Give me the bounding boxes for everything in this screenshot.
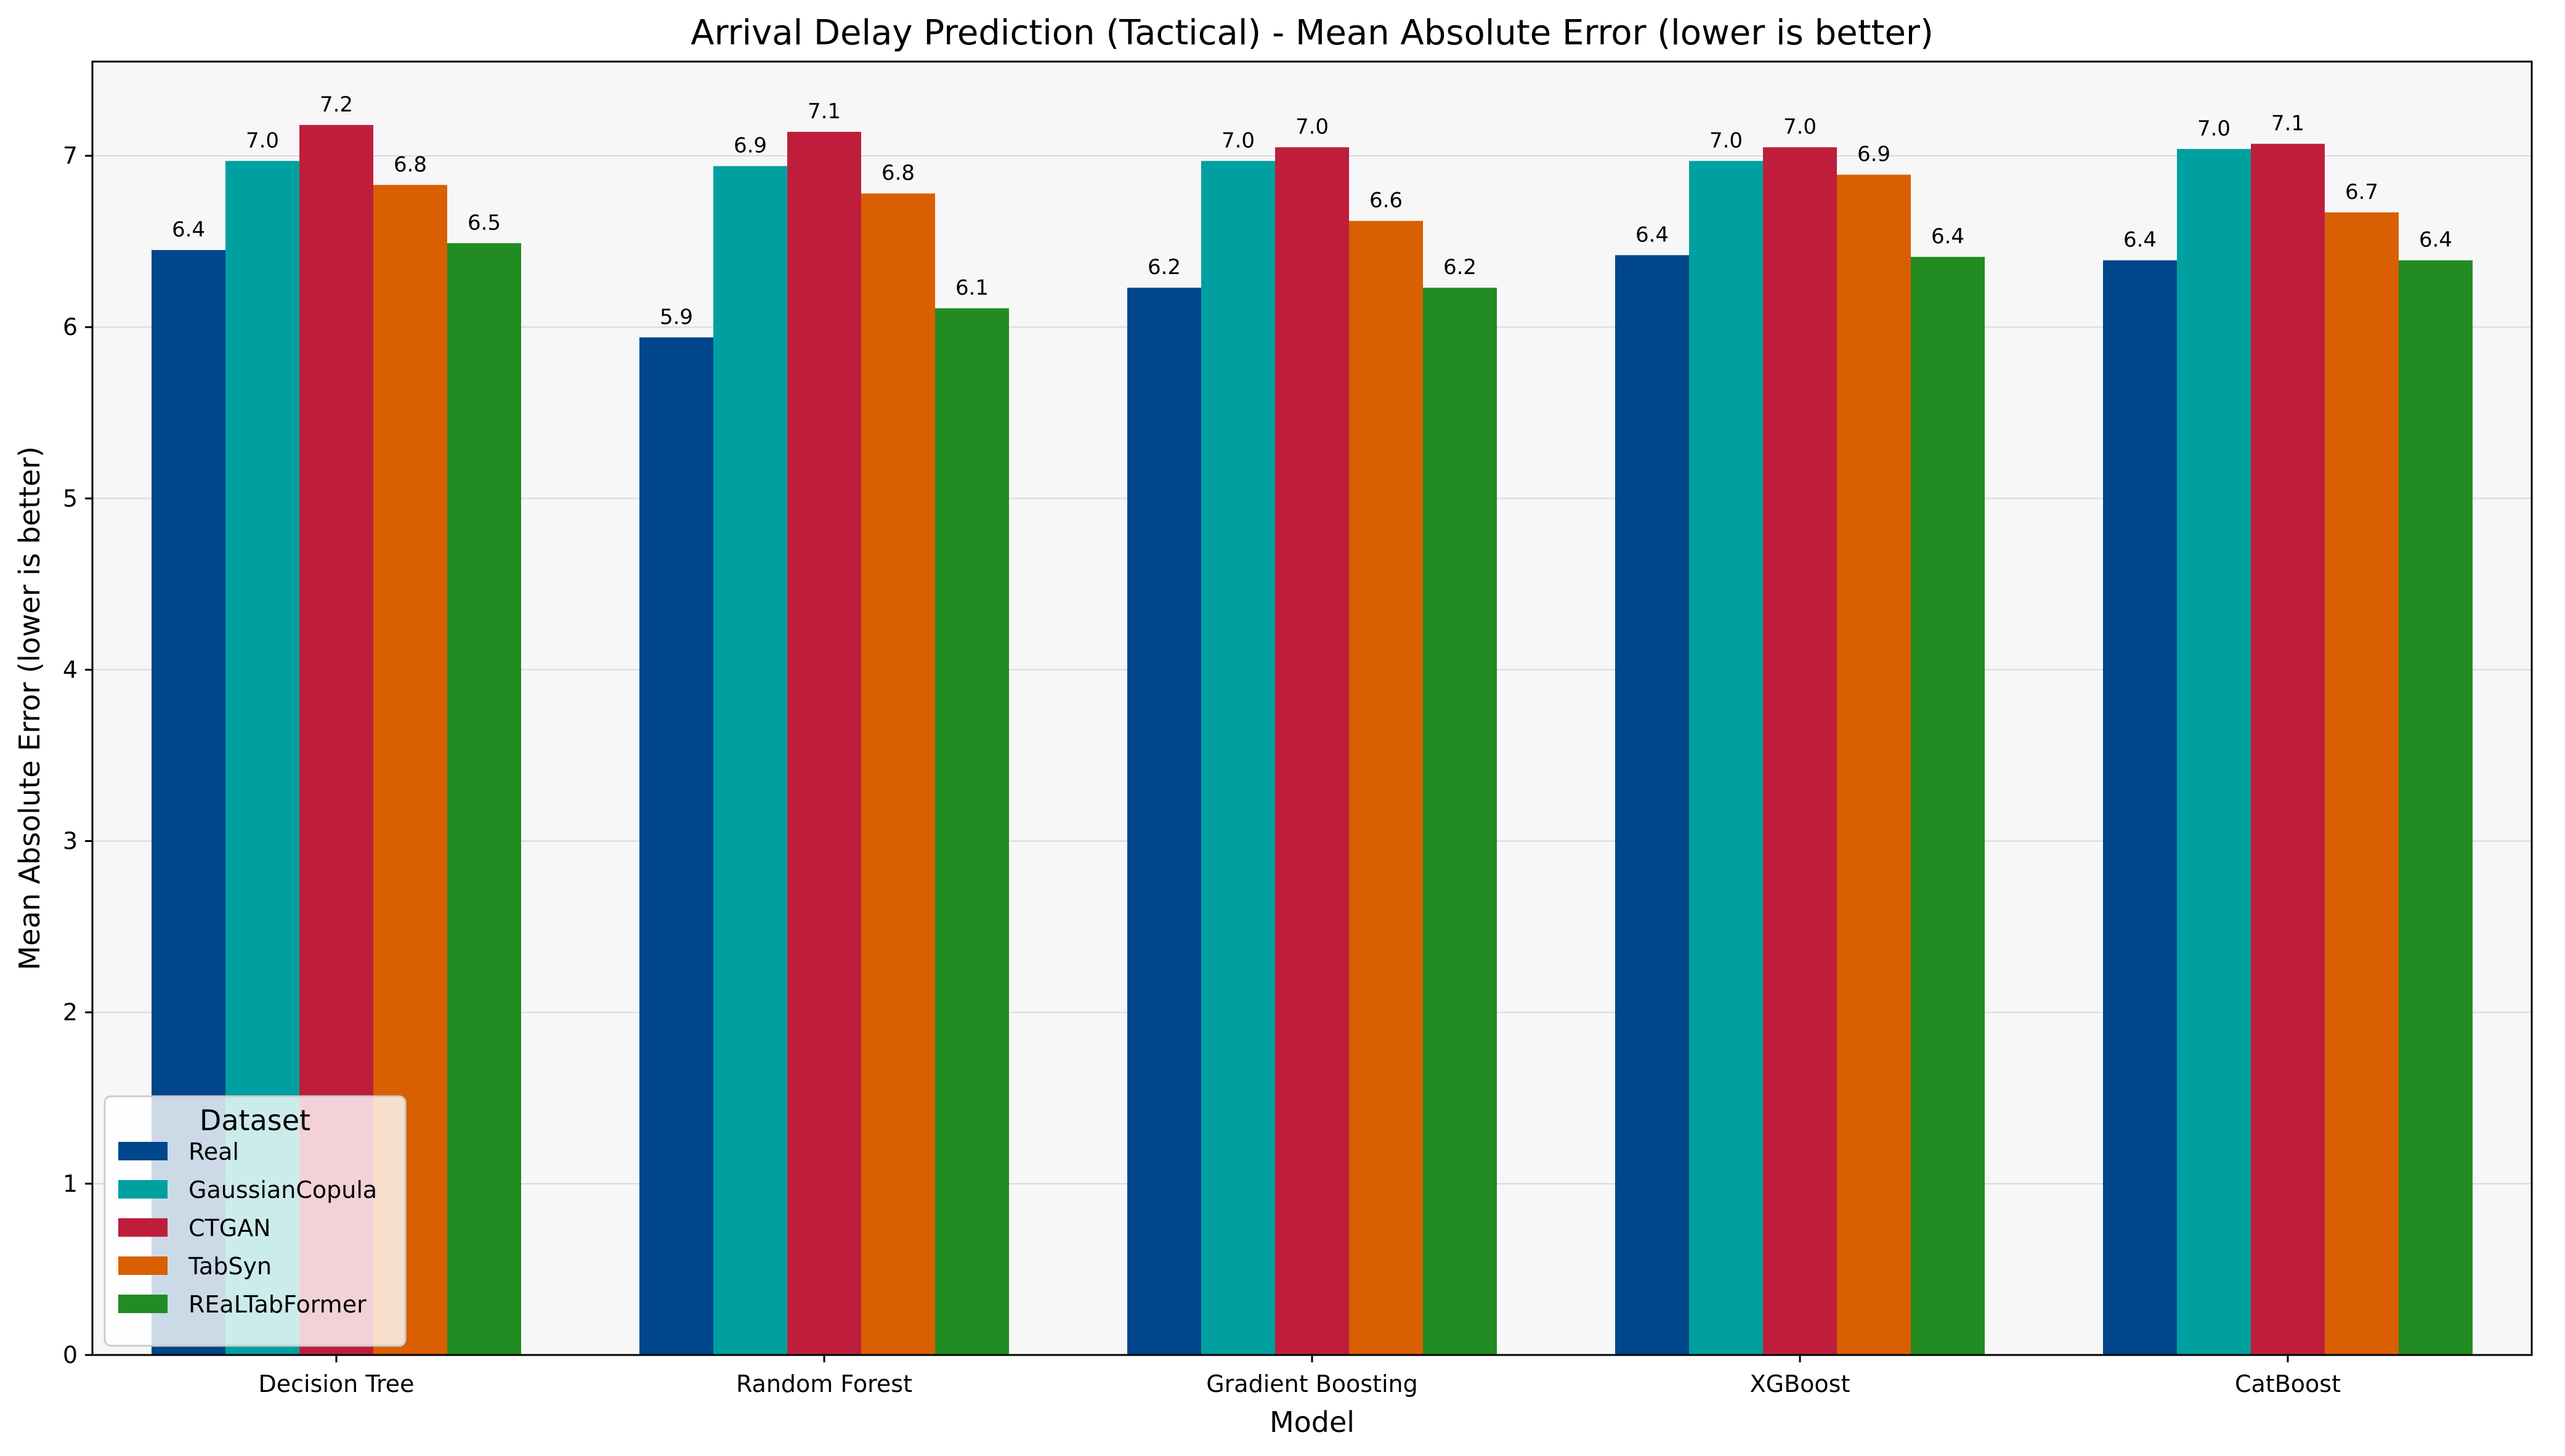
y-tick-label: 0: [63, 1341, 78, 1369]
value-label: 6.8: [881, 161, 915, 185]
y-tick-label: 3: [63, 828, 78, 855]
legend-box: [103, 1095, 407, 1347]
bar-real-xgboost: [1615, 255, 1689, 1355]
value-label: 6.2: [1148, 255, 1181, 280]
legend-label: REaLTabFormer: [188, 1291, 367, 1318]
x-tick-label: XGBoost: [1750, 1370, 1850, 1397]
bar-gaussiancopula-xgboost: [1689, 161, 1763, 1356]
legend-swatch: [118, 1180, 168, 1199]
x-tick-label: Decision Tree: [258, 1370, 414, 1397]
bar-ctgan-catboost: [2251, 144, 2325, 1356]
x-tick-label: CatBoost: [2235, 1370, 2341, 1397]
value-label: 7.0: [2197, 116, 2231, 141]
value-label: 7.1: [2271, 111, 2304, 136]
bar-gaussiancopula-gradient-boosting: [1201, 161, 1275, 1356]
bar-real-random-forest: [639, 337, 713, 1355]
value-label: 7.1: [808, 99, 841, 124]
y-tick-label: 5: [63, 485, 78, 512]
value-label: 6.4: [172, 217, 205, 242]
value-label: 7.0: [1222, 128, 1255, 153]
chart-title: Arrival Delay Prediction (Tactical) - Me…: [691, 13, 1934, 53]
y-tick-label: 4: [63, 656, 78, 683]
value-label: 6.4: [2419, 228, 2452, 253]
y-tick-label: 1: [63, 1170, 78, 1197]
bar-realtabformer-random-forest: [935, 308, 1009, 1356]
bar-real-gradient-boosting: [1127, 288, 1201, 1355]
bar-tabsyn-random-forest: [861, 193, 935, 1356]
legend-label: CTGAN: [188, 1215, 271, 1242]
y-axis: 0 1 2 3 4 5 6 7: [63, 142, 92, 1369]
bar-tabsyn-gradient-boosting: [1349, 220, 1423, 1355]
value-label: 6.2: [1443, 255, 1477, 280]
x-axis: Decision Tree Random Forest Gradient Boost…: [258, 1355, 2341, 1397]
bar-realtabformer-decision-tree: [447, 243, 521, 1355]
legend-label: GaussianCopula: [188, 1176, 377, 1203]
value-label: 6.6: [1369, 188, 1403, 213]
legend: Dataset Real GaussianCopula CTGAN TabSyn REa…: [103, 1095, 407, 1347]
legend-swatch: [118, 1142, 168, 1160]
y-tick-label: 6: [63, 313, 78, 341]
value-label: 6.7: [2345, 180, 2378, 204]
value-label: 6.1: [955, 276, 989, 301]
legend-swatch: [118, 1295, 168, 1313]
value-label: 6.4: [1931, 224, 1964, 249]
bar-realtabformer-catboost: [2399, 260, 2473, 1355]
bar-ctgan-xgboost: [1763, 147, 1837, 1355]
bar-tabsyn-catboost: [2325, 212, 2399, 1356]
value-label: 7.2: [320, 92, 353, 117]
legend-swatch: [118, 1218, 168, 1237]
bar-ctgan-gradient-boosting: [1275, 147, 1349, 1355]
bar-tabsyn-xgboost: [1837, 174, 1911, 1355]
y-axis-label: Mean Absolute Error (lower is better): [13, 447, 46, 971]
value-label: 6.8: [394, 152, 427, 177]
bar-realtabformer-gradient-boosting: [1423, 288, 1497, 1355]
x-tick-label: Random Forest: [736, 1370, 912, 1397]
x-tick-label: Gradient Boosting: [1206, 1370, 1418, 1397]
legend-label: TabSyn: [188, 1253, 272, 1280]
bar-ctgan-random-forest: [787, 132, 861, 1355]
y-tick-label: 2: [63, 999, 78, 1026]
bars: [152, 124, 2473, 1356]
legend-swatch: [118, 1256, 168, 1275]
value-labels: 6.4 7.0 7.2 6.8 6.5 5.9 6.9 7.1 6.8 6.1 6.2 7.0 7.0 6…: [172, 92, 2452, 330]
value-label: 6.5: [468, 211, 501, 235]
bar-gaussiancopula-catboost: [2177, 148, 2251, 1356]
value-label: 5.9: [660, 305, 693, 330]
value-label: 6.9: [1857, 142, 1890, 167]
bar-realtabformer-xgboost: [1911, 257, 1985, 1356]
value-label: 6.9: [734, 134, 767, 158]
value-label: 6.4: [2123, 228, 2157, 253]
bar-real-catboost: [2103, 260, 2177, 1355]
legend-items: Real GaussianCopula CTGAN TabSyn REaLTabForm…: [118, 1138, 377, 1318]
value-label: 7.0: [1783, 115, 1817, 139]
y-tick-label: 7: [63, 142, 78, 169]
legend-title: Dataset: [200, 1104, 310, 1137]
bar-gaussiancopula-random-forest: [713, 166, 787, 1355]
value-label: 7.0: [246, 128, 279, 153]
value-label: 7.0: [1295, 115, 1329, 139]
x-axis-label: Model: [1270, 1405, 1355, 1439]
legend-label: Real: [188, 1138, 239, 1165]
value-label: 7.0: [1709, 128, 1743, 153]
value-label: 6.4: [1635, 222, 1669, 247]
